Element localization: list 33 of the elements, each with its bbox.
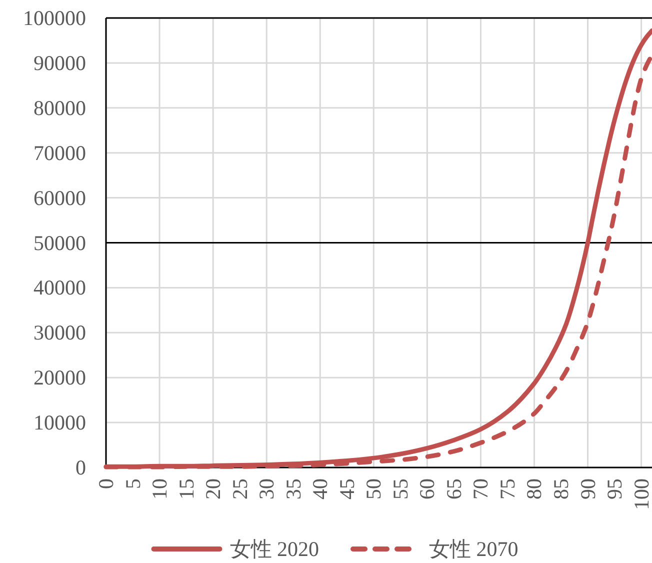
x-tick-label: 25	[228, 478, 252, 500]
x-tick-label: 65	[442, 478, 466, 500]
y-tick-label: 40000	[34, 276, 86, 300]
y-tick-label: 10000	[34, 410, 86, 435]
x-tick-label: 5	[120, 478, 145, 489]
y-tick-label: 100000	[23, 6, 86, 30]
y-tick-label: 50000	[34, 230, 86, 255]
y-tick-label: 70000	[34, 140, 86, 165]
x-tick-label: 95	[602, 478, 627, 500]
x-tick-label: 45	[334, 478, 359, 500]
x-tick-label: 70	[468, 478, 493, 500]
x-tick-label: 20	[201, 478, 226, 500]
y-tick-label: 20000	[34, 366, 86, 390]
x-tick-label: 85	[549, 478, 573, 500]
x-tick-label: 30	[254, 478, 279, 500]
y-tick-label: 30000	[34, 320, 86, 345]
x-tick-label: 40	[308, 478, 332, 500]
x-tick-label: 0	[94, 478, 118, 489]
x-tick-label: 50	[362, 478, 386, 500]
x-tick-label: 55	[388, 478, 412, 500]
x-tick-label: 80	[522, 478, 546, 500]
x-tick-label: 60	[415, 478, 440, 500]
x-tick-label: 90	[576, 478, 600, 500]
x-tick-label: 35	[281, 478, 306, 500]
legend-label: 女性 2070	[429, 537, 518, 561]
legend-label: 女性 2020	[230, 537, 319, 561]
y-tick-label: 60000	[34, 186, 86, 210]
y-tick-label: 80000	[34, 96, 86, 120]
x-tick-label: 75	[495, 478, 520, 500]
x-tick-label: 10	[148, 478, 172, 500]
x-tick-label: 100	[629, 478, 652, 510]
y-tick-label: 90000	[34, 50, 86, 75]
x-tick-label: 15	[174, 478, 198, 500]
